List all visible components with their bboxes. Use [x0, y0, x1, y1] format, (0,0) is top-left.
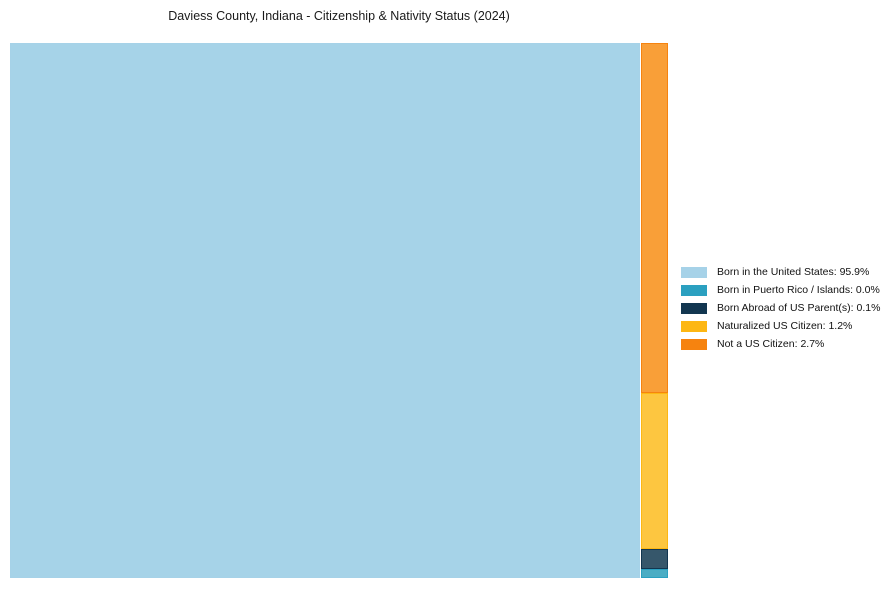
legend-item-not-a-us-citizen: Not a US Citizen: 2.7%	[681, 338, 880, 350]
legend-swatch-icon	[681, 338, 707, 350]
treemap-rect-born-abroad-of-us-parent-s	[641, 549, 668, 569]
legend-item-born-in-puerto-rico-islands: Born in Puerto Rico / Islands: 0.0%	[681, 284, 880, 296]
legend-label: Born in the United States: 95.9%	[717, 266, 870, 278]
legend-label: Born Abroad of US Parent(s): 0.1%	[717, 302, 881, 314]
legend-swatch-icon	[681, 284, 707, 296]
legend-item-born-in-the-united-states: Born in the United States: 95.9%	[681, 266, 880, 278]
legend-item-born-abroad-of-us-parent-s: Born Abroad of US Parent(s): 0.1%	[681, 302, 880, 314]
legend-item-naturalized-us-citizen: Naturalized US Citizen: 1.2%	[681, 320, 880, 332]
legend-label: Not a US Citizen: 2.7%	[717, 338, 825, 350]
treemap-rect-born-in-the-united-states	[10, 43, 640, 578]
treemap-rect-naturalized-us-citizen	[641, 393, 668, 549]
treemap-rect-not-a-us-citizen	[641, 43, 668, 393]
chart-title: Daviess County, Indiana - Citizenship & …	[168, 9, 510, 23]
treemap-plot	[10, 43, 668, 578]
legend-label: Naturalized US Citizen: 1.2%	[717, 320, 853, 332]
legend: Born in the United States: 95.9% Born in …	[681, 266, 880, 356]
legend-label: Born in Puerto Rico / Islands: 0.0%	[717, 284, 880, 296]
treemap-rect-born-in-puerto-rico-islands	[641, 569, 668, 578]
legend-swatch-icon	[681, 320, 707, 332]
legend-swatch-icon	[681, 302, 707, 314]
legend-swatch-icon	[681, 266, 707, 278]
